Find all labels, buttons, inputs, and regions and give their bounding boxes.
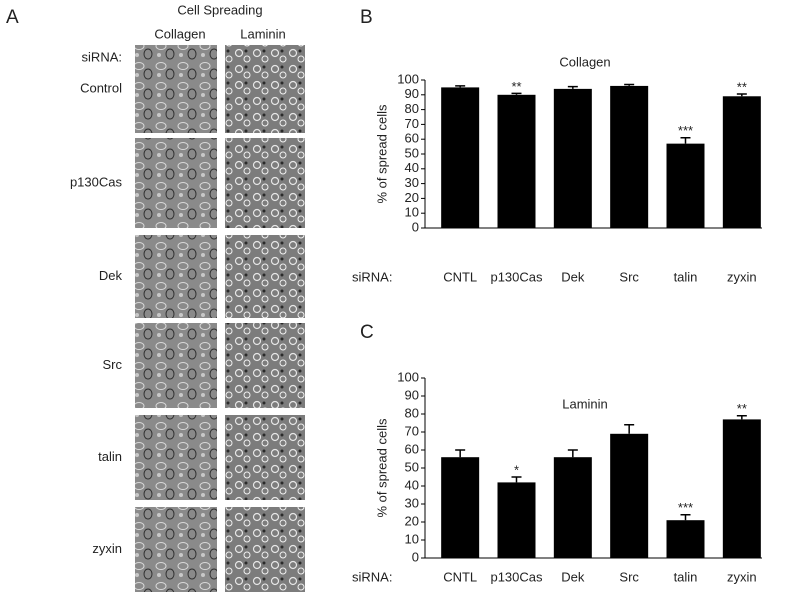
y-tick-label: 60 xyxy=(405,441,419,456)
bar xyxy=(722,419,761,558)
bar xyxy=(441,87,480,229)
y-axis-label: % of spread cells xyxy=(374,104,389,203)
micrograph xyxy=(225,323,305,408)
panel-a-title: Cell Spreading xyxy=(177,2,262,17)
y-tick-label: 90 xyxy=(405,387,419,402)
micrograph xyxy=(225,138,305,228)
y-tick-label: 90 xyxy=(405,86,419,101)
error-bar xyxy=(567,85,578,89)
x-tick-label: Src xyxy=(619,269,639,284)
bar xyxy=(553,457,592,558)
x-tick-label: talin xyxy=(674,269,698,284)
error-bar xyxy=(680,136,691,144)
x-tick-label: p130Cas xyxy=(490,269,543,284)
error-bar xyxy=(455,85,466,88)
micrograph xyxy=(225,45,305,133)
y-tick-label: 20 xyxy=(405,190,419,205)
error-bar xyxy=(624,424,635,434)
error-bar xyxy=(455,449,466,458)
x-prefix: siRNA: xyxy=(352,569,392,584)
significance: ** xyxy=(737,401,747,416)
x-tick-label: Src xyxy=(619,569,639,584)
significance: *** xyxy=(678,123,693,138)
error-bar xyxy=(624,83,635,86)
bar xyxy=(553,88,592,228)
micrograph xyxy=(135,45,217,133)
significance: ** xyxy=(737,79,747,94)
panel-label: C xyxy=(360,322,374,343)
y-tick-label: 80 xyxy=(405,405,419,420)
row-header: siRNA: xyxy=(82,49,122,64)
x-tick-label: zyxin xyxy=(727,569,757,584)
error-bar xyxy=(567,449,578,458)
bar xyxy=(666,143,705,228)
row-label: Dek xyxy=(99,268,123,283)
micrograph xyxy=(135,323,217,408)
row-label: Control xyxy=(80,80,122,95)
micrograph xyxy=(135,138,217,228)
x-tick-label: CNTL xyxy=(443,269,477,284)
error-bar xyxy=(680,514,691,521)
micrograph xyxy=(225,415,305,500)
significance: * xyxy=(514,462,519,477)
y-tick-label: 10 xyxy=(405,531,419,546)
y-axis-label: % of spread cells xyxy=(374,418,389,517)
micrograph xyxy=(135,507,217,592)
y-tick-label: 0 xyxy=(412,219,419,234)
x-prefix: siRNA: xyxy=(352,269,392,284)
row-label: zyxin xyxy=(92,541,122,556)
bar xyxy=(497,482,536,558)
row-label: p130Cas xyxy=(70,174,123,189)
y-tick-label: 70 xyxy=(405,116,419,131)
x-tick-label: Dek xyxy=(561,569,585,584)
error-bar xyxy=(736,93,747,97)
bar xyxy=(610,433,649,558)
micrograph xyxy=(135,235,217,318)
y-tick-label: 80 xyxy=(405,101,419,116)
significance: *** xyxy=(678,500,693,515)
y-tick-label: 70 xyxy=(405,423,419,438)
panel-label: B xyxy=(360,7,373,28)
x-tick-label: p130Cas xyxy=(490,569,543,584)
y-tick-label: 20 xyxy=(405,513,419,528)
chart-title: Collagen xyxy=(559,54,610,69)
x-tick-label: CNTL xyxy=(443,569,477,584)
row-label: Src xyxy=(103,357,123,372)
micrograph xyxy=(225,235,305,318)
column-header: Laminin xyxy=(240,26,286,41)
error-bar xyxy=(511,476,522,483)
y-tick-label: 40 xyxy=(405,160,419,175)
y-tick-label: 100 xyxy=(397,369,419,384)
x-tick-label: talin xyxy=(674,569,698,584)
y-tick-label: 0 xyxy=(412,549,419,564)
bar xyxy=(610,85,649,228)
y-tick-label: 10 xyxy=(405,205,419,220)
x-tick-label: Dek xyxy=(561,269,585,284)
y-tick-label: 30 xyxy=(405,175,419,190)
x-tick-label: zyxin xyxy=(727,269,757,284)
y-tick-label: 100 xyxy=(397,71,419,86)
y-tick-label: 40 xyxy=(405,477,419,492)
error-bar xyxy=(511,92,522,95)
panel-label: A xyxy=(6,7,19,28)
micrograph xyxy=(225,507,305,592)
bar xyxy=(441,457,480,558)
bar xyxy=(666,520,705,558)
bar xyxy=(497,94,536,228)
y-tick-label: 30 xyxy=(405,495,419,510)
y-tick-label: 50 xyxy=(405,459,419,474)
significance: ** xyxy=(511,79,521,94)
column-header: Collagen xyxy=(154,26,205,41)
y-tick-label: 50 xyxy=(405,145,419,160)
micrograph xyxy=(135,415,217,500)
y-tick-label: 60 xyxy=(405,131,419,146)
error-bar xyxy=(736,415,747,420)
chart-title: Laminin xyxy=(562,396,608,411)
row-label: talin xyxy=(98,449,122,464)
bar xyxy=(722,96,761,228)
